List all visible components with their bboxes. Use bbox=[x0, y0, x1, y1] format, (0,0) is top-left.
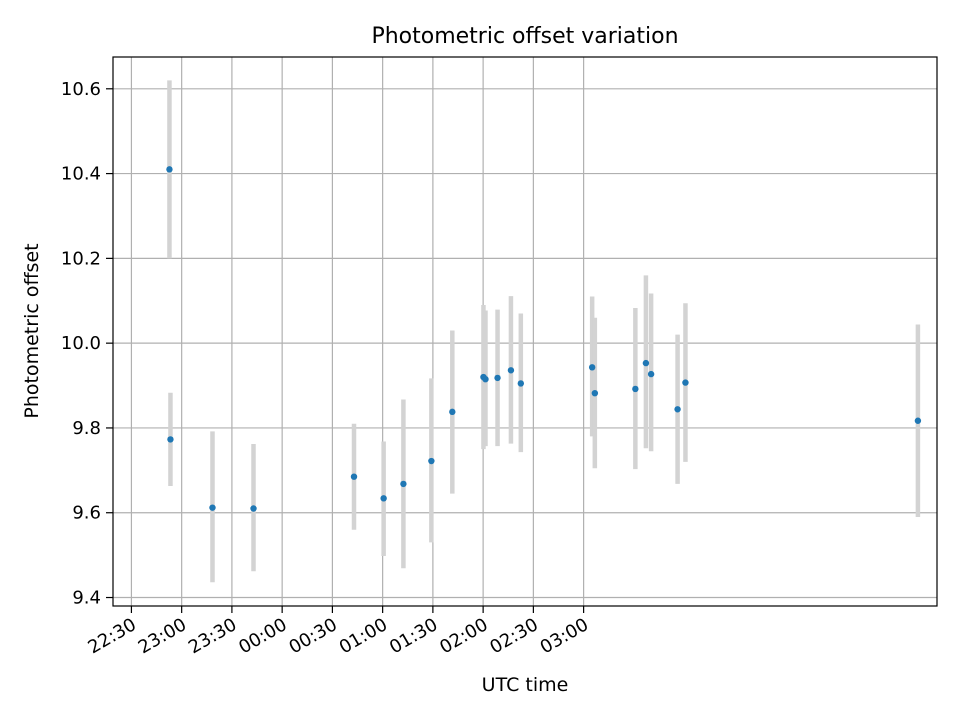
x-tick-label: 22:30 bbox=[84, 614, 139, 658]
x-axis-ticks: 22:3023:0023:3000:0000:3001:0001:3002:00… bbox=[84, 606, 592, 658]
data-point bbox=[449, 408, 456, 416]
data-point bbox=[400, 480, 407, 488]
data-point bbox=[380, 495, 387, 502]
data-point bbox=[647, 370, 655, 378]
y-tick-label: 10.2 bbox=[61, 248, 101, 269]
plot-frame bbox=[112, 56, 938, 607]
y-tick-label: 10.6 bbox=[61, 79, 101, 100]
x-tick-label: 02:30 bbox=[486, 614, 541, 658]
data-point bbox=[674, 406, 681, 413]
data-point bbox=[507, 367, 515, 374]
data-point bbox=[166, 166, 173, 173]
x-tick-label: 02:00 bbox=[436, 614, 491, 658]
x-tick-label: 00:30 bbox=[285, 614, 340, 658]
data-point bbox=[482, 375, 489, 383]
x-tick-label: 01:30 bbox=[386, 614, 441, 658]
data-point bbox=[914, 417, 922, 424]
data-point bbox=[350, 473, 358, 480]
x-tick-label: 23:30 bbox=[185, 614, 240, 658]
y-tick-label: 9.8 bbox=[72, 418, 101, 439]
x-axis-label: UTC time bbox=[482, 674, 569, 696]
y-tick-label: 9.6 bbox=[72, 503, 101, 524]
grid-lines bbox=[113, 57, 937, 606]
y-tick-label: 9.4 bbox=[72, 588, 101, 609]
data-point bbox=[591, 389, 599, 397]
data-point bbox=[209, 504, 216, 511]
data-point bbox=[250, 505, 257, 512]
y-axis-label: Photometric offset bbox=[21, 243, 43, 418]
data-point bbox=[167, 436, 174, 443]
y-tick-label: 10.4 bbox=[61, 164, 101, 185]
data-point bbox=[682, 379, 689, 386]
data-point bbox=[517, 380, 525, 387]
x-tick-label: 03:00 bbox=[537, 614, 592, 658]
x-tick-label: 23:00 bbox=[135, 614, 190, 658]
data-point bbox=[494, 374, 501, 382]
data-point bbox=[642, 359, 650, 367]
data-point bbox=[588, 364, 596, 371]
data-point bbox=[632, 385, 639, 393]
data-point bbox=[428, 457, 435, 465]
data-points bbox=[166, 166, 922, 512]
y-axis-ticks: 9.4 9.6 9.8 10.0 10.2 10.4 10.6 bbox=[61, 79, 113, 609]
x-tick-label: 01:00 bbox=[336, 614, 391, 658]
y-tick-label: 10.0 bbox=[61, 333, 101, 354]
chart-title: Photometric offset variation bbox=[371, 24, 678, 49]
x-tick-label: 00:00 bbox=[235, 614, 290, 658]
